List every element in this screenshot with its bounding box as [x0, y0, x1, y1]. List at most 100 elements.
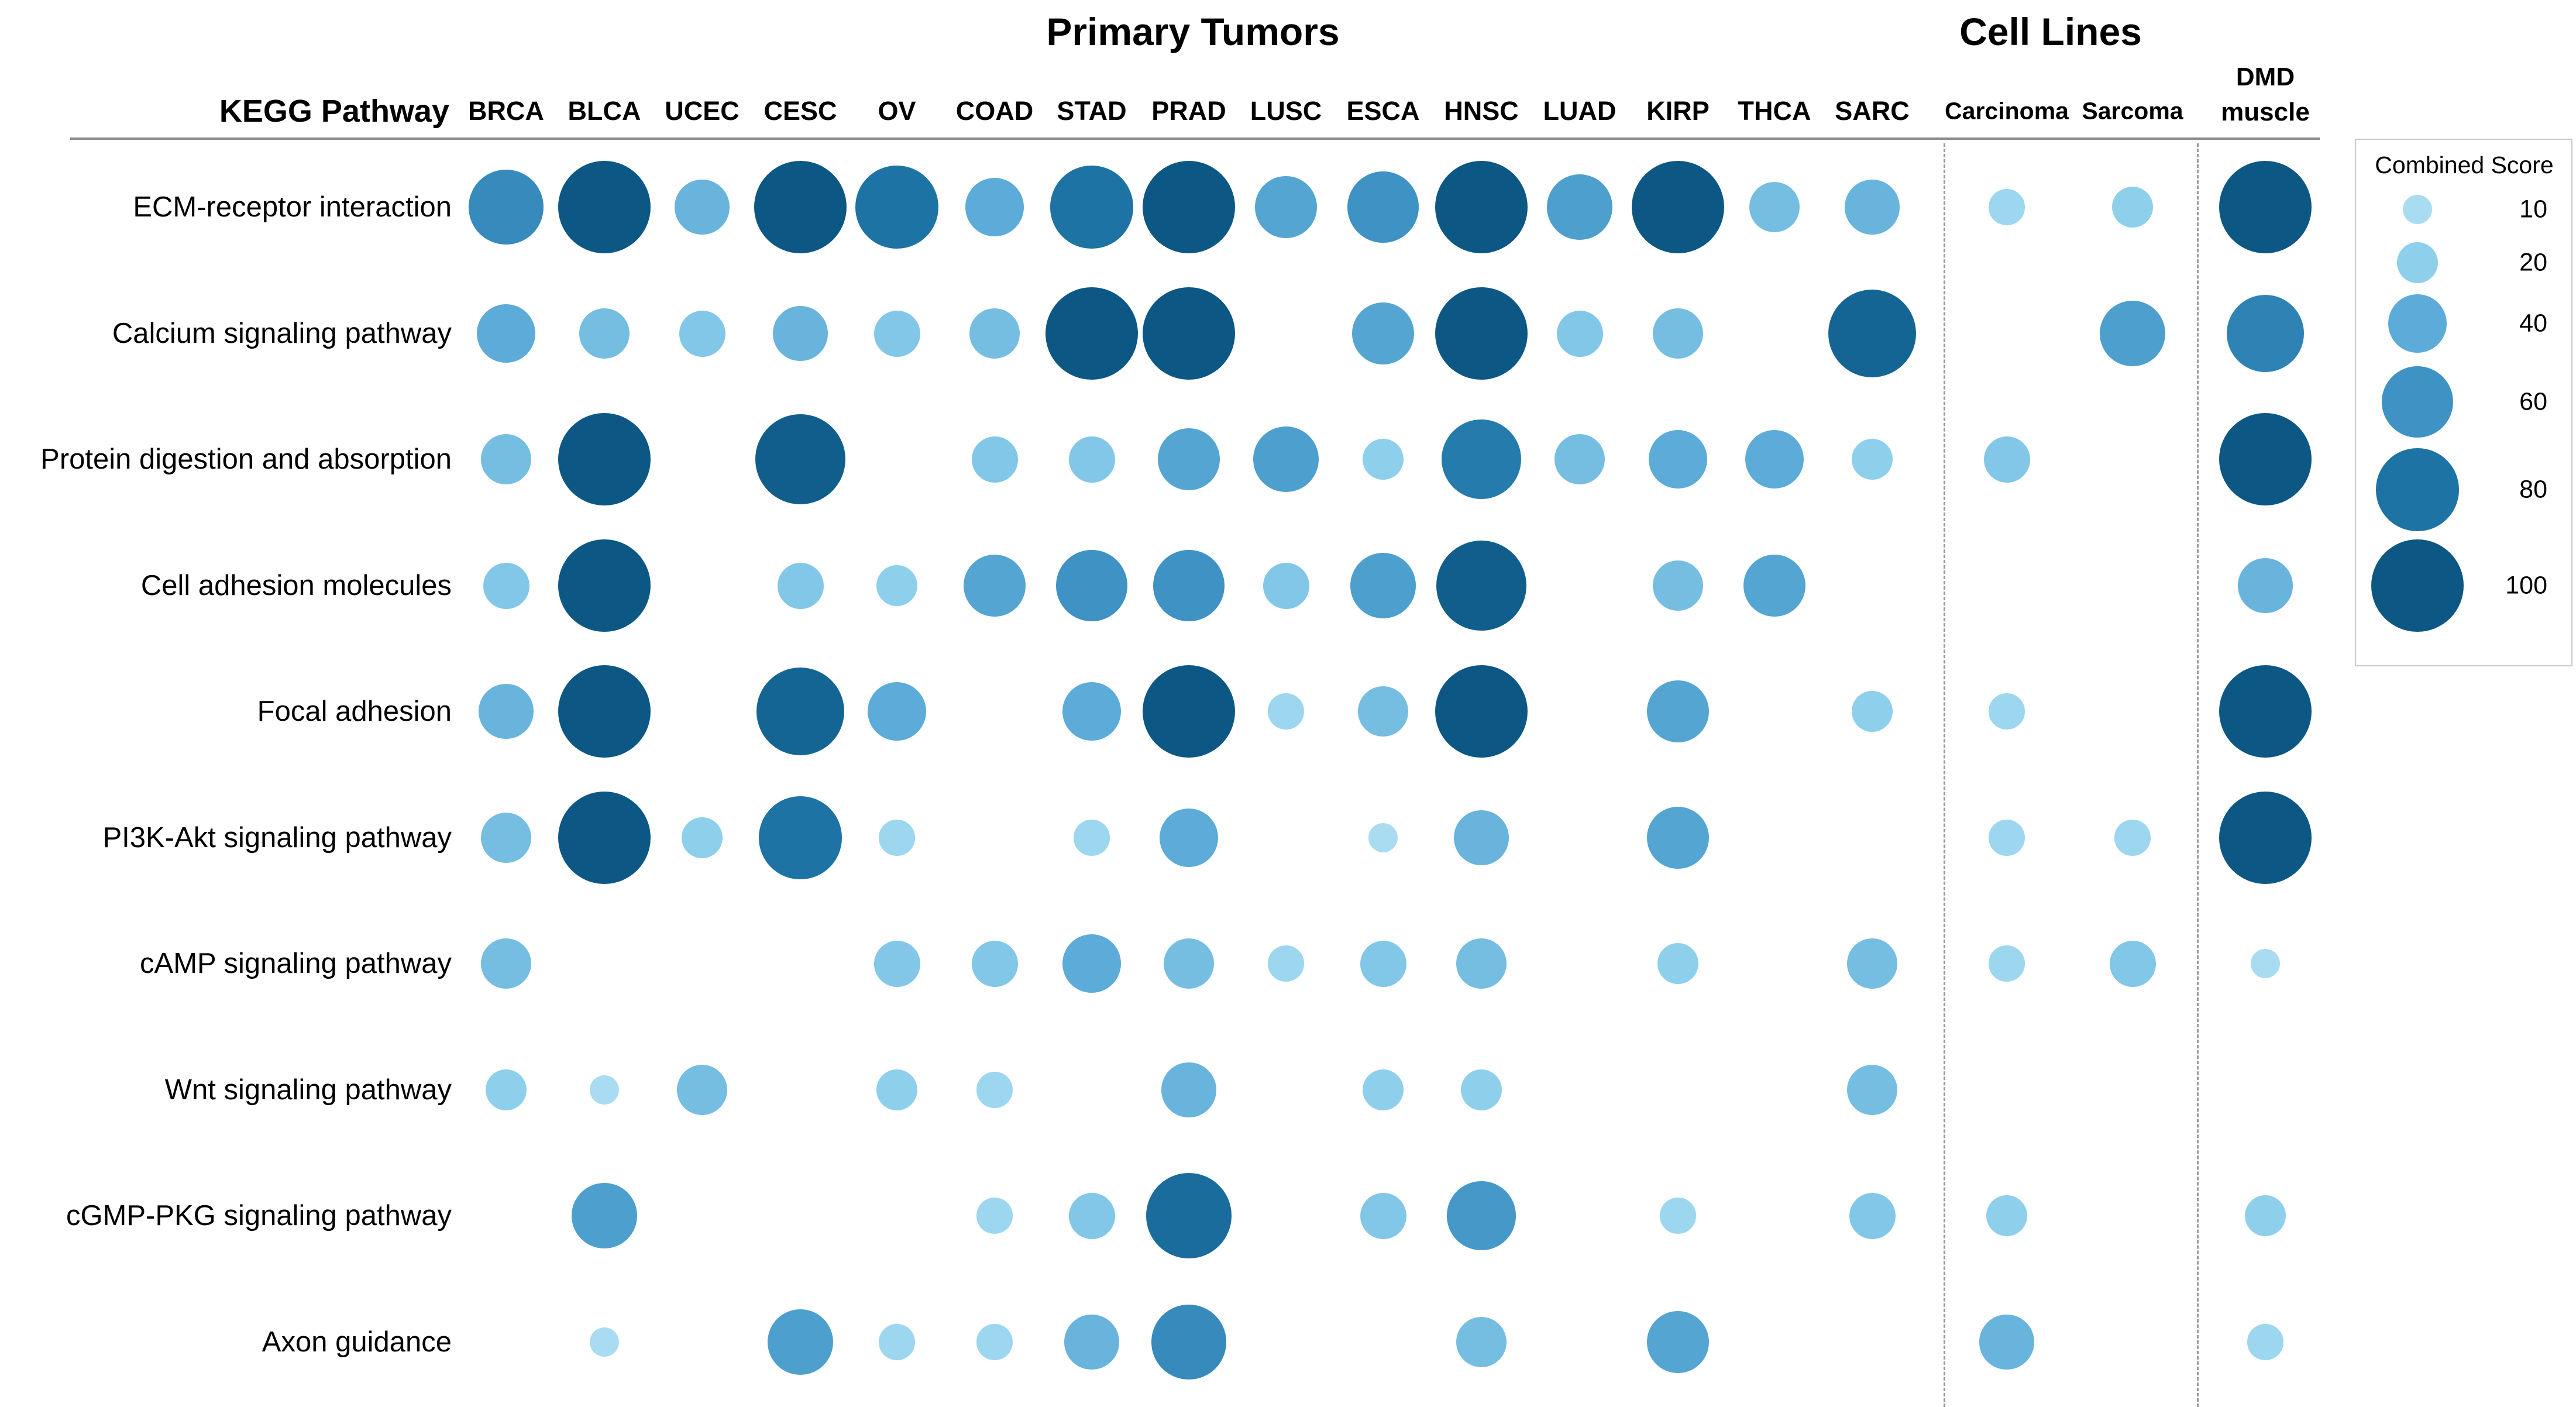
bubble: [676, 1064, 728, 1116]
bubble: [1143, 665, 1235, 758]
column-header-esca: ESCA: [1346, 96, 1420, 126]
bubble: [579, 308, 630, 359]
bubble: [773, 306, 828, 361]
bubble: [1357, 686, 1409, 737]
bubble: [2219, 665, 2312, 758]
bubble: [480, 434, 532, 485]
bubble: [558, 413, 651, 505]
legend-value-label: 60: [2519, 387, 2547, 416]
bubble: [1456, 1316, 1507, 1368]
bubble: [879, 1324, 915, 1360]
bubble: [1846, 1064, 1898, 1116]
bubble: [759, 796, 842, 879]
bubble: [1849, 1192, 1896, 1239]
bubble: [1989, 820, 2025, 856]
column-header-coad: COAD: [955, 96, 1034, 126]
bubble: [1556, 310, 1603, 357]
bubble: [480, 812, 532, 864]
bubble: [1263, 562, 1309, 609]
row-label: cAMP signaling pathway: [140, 948, 452, 979]
bubble: [873, 310, 920, 357]
column-header-blca: BLCA: [568, 96, 641, 126]
bubble: [1647, 807, 1709, 869]
bubble: [971, 940, 1018, 987]
row-label: Protein digestion and absorption: [40, 443, 452, 475]
bubble: [876, 565, 918, 607]
bubble: [485, 1069, 527, 1111]
row-label: Wnt signaling pathway: [164, 1074, 452, 1106]
column-header-sarc: SARC: [1835, 96, 1910, 126]
bubble: [1851, 438, 1893, 480]
bubble: [2109, 940, 2156, 987]
bubble: [1647, 680, 1709, 742]
bubble: [873, 940, 920, 987]
bubble: [868, 682, 926, 741]
legend-value-label: 20: [2519, 248, 2547, 277]
legend-bubble: [2376, 448, 2459, 531]
row-label: Focal adhesion: [257, 696, 452, 727]
bubble: [879, 820, 915, 856]
column-header-thca: THCA: [1738, 96, 1811, 126]
bubble: [2219, 161, 2312, 253]
column-header-brca: BRCA: [468, 96, 544, 126]
bubble: [1151, 1305, 1226, 1380]
bubble: [1158, 428, 1220, 490]
legend-bubble: [2403, 195, 2432, 224]
legend-value-label: 40: [2519, 309, 2547, 338]
kegg-pathway-header: KEGG Pathway: [219, 94, 449, 129]
column-header-lusc: LUSC: [1250, 96, 1322, 126]
bubble: [1454, 810, 1509, 865]
bubble: [1161, 1062, 1216, 1117]
bubble: [1845, 180, 1900, 235]
bubble: [590, 1327, 619, 1357]
bubble: [1652, 560, 1704, 611]
bubble: [483, 562, 529, 609]
bubble: [969, 308, 1020, 359]
bubble: [1745, 430, 1804, 489]
column-header-kirp: KIRP: [1646, 96, 1710, 126]
legend-value-label: 10: [2519, 195, 2547, 223]
bubble: [1554, 434, 1605, 485]
bubble: [855, 166, 938, 249]
bubble: [1362, 1069, 1404, 1111]
bubble: [1649, 430, 1707, 489]
bubble: [1547, 174, 1612, 240]
bubble: [1749, 181, 1800, 233]
bubble: [876, 1069, 918, 1111]
bubble: [1647, 1311, 1709, 1373]
bubble: [1435, 161, 1528, 253]
bubble: [1979, 1315, 2034, 1370]
bubble: [1143, 161, 1235, 253]
bubble: [1660, 1198, 1696, 1234]
legend: Combined Score 10 20 40 60 80 100: [2355, 139, 2572, 666]
row-label: PI3K-Akt signaling pathway: [102, 822, 452, 854]
bubble: [976, 1198, 1013, 1234]
bubble: [1253, 426, 1319, 492]
bubble: [976, 1324, 1013, 1360]
bubble: [1983, 436, 2030, 483]
bubble: [1743, 555, 1805, 617]
bubble: [1255, 176, 1317, 238]
column-header-cesc: CESC: [763, 96, 837, 126]
bubble: [1068, 1192, 1115, 1239]
primary-tumors-title: Primary Tumors: [1046, 10, 1340, 53]
bubble: [469, 170, 544, 245]
bubble: [1989, 693, 2025, 730]
bubble: [590, 1075, 619, 1105]
bubble: [1050, 166, 1133, 249]
bubble: [1441, 419, 1522, 500]
bubble: [1068, 436, 1115, 483]
bubble: [755, 414, 845, 504]
header-divider-line: [70, 137, 2320, 140]
bubble: [1989, 189, 2025, 225]
column-header-dmd-muscle: DMD muscle: [2221, 63, 2310, 126]
bubble: [1846, 938, 1898, 989]
bubble: [1055, 549, 1128, 622]
bubble: [2238, 558, 2293, 613]
legend-bubble: [2381, 366, 2454, 438]
cell-lines-title: Cell Lines: [1959, 10, 2142, 53]
legend-bubble: [2396, 242, 2439, 284]
legend-title: Combined Score: [2375, 152, 2554, 178]
bubble: [768, 1309, 833, 1375]
bubble: [558, 161, 651, 253]
